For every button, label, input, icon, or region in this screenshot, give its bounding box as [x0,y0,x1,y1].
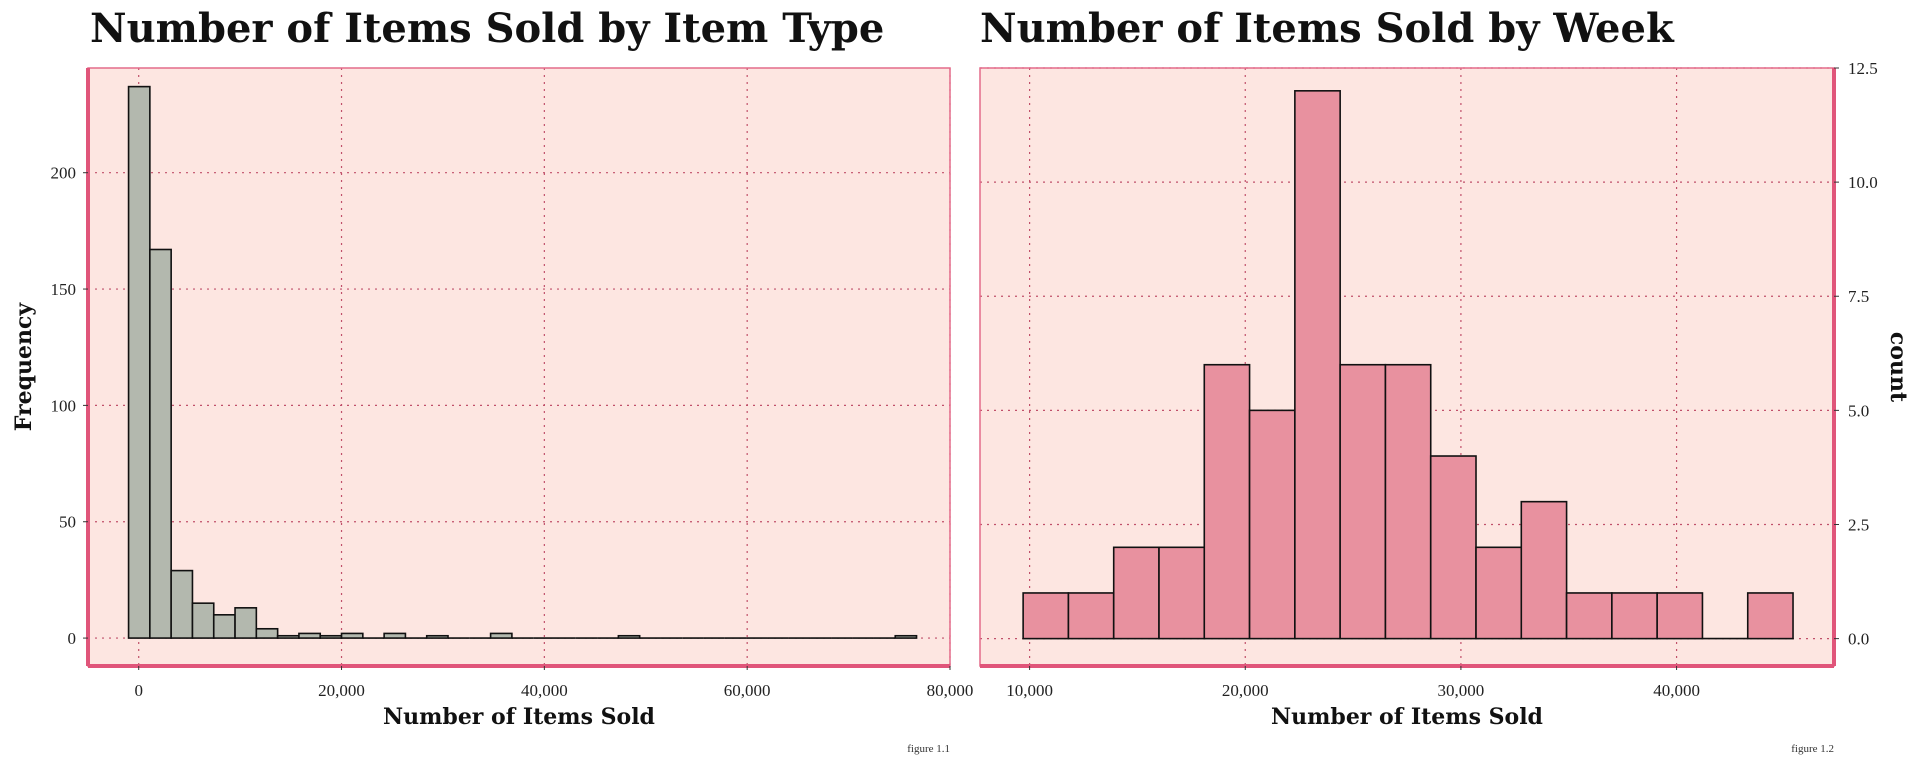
x-tick-label: 20,000 [318,681,365,700]
histogram-bar [1203,363,1251,640]
x-tick-label: 40,000 [1653,681,1700,700]
histogram-bar [276,634,300,639]
histogram-bar [1520,500,1568,640]
histogram-bar [1294,90,1341,640]
x-tick-label: 60,000 [724,681,771,700]
histogram-bar [1067,592,1115,640]
histogram-bar [234,607,258,639]
histogram-items-by-type: Number of Items Sold by Item Type 0 20,00… [11,5,973,755]
histogram-bar [1158,546,1206,640]
chart-title: Number of Items Sold by Week [980,5,1675,52]
histogram-bars [1022,90,1794,640]
figure-caption: figure 1.2 [1791,743,1834,755]
y-tick-label: 12.5 [1848,59,1878,78]
histogram-bar [319,634,343,639]
histogram-bar [1429,455,1477,640]
histogram-bar [1339,363,1387,640]
histogram-bar [617,634,641,639]
histogram-bar [298,632,322,639]
histogram-bar [383,632,407,639]
chart-title: Number of Items Sold by Item Type [90,5,884,52]
histogram-bar [170,569,194,639]
x-axis-title: Number of Items Sold [383,704,655,730]
y-tick-label: 5.0 [1848,401,1869,420]
y-tick-label: 50 [59,513,76,532]
x-tick-labels: 0 20,000 40,000 60,000 80,000 [134,666,973,700]
x-tick-label: 20,000 [1222,681,1269,700]
y-tick-labels: 0.0 2.5 5.0 7.5 10.0 12.5 [1834,59,1878,649]
y-tick-label: 10.0 [1848,173,1878,192]
y-tick-labels: 0 50 100 150 200 [51,164,88,648]
x-tick-label: 10,000 [1006,681,1053,700]
histogram-bar [1565,592,1613,640]
histogram-bar [1746,592,1794,640]
x-tick-label: 0 [134,681,143,700]
histogram-bar [127,85,151,639]
x-tick-label: 30,000 [1438,681,1485,700]
histogram-bar [1656,592,1704,640]
y-tick-label: 100 [51,396,77,415]
y-axis-title: Frequency [11,302,37,432]
histogram-bar [1384,363,1432,640]
histogram-bar [149,248,172,639]
y-tick-label: 200 [51,164,77,183]
histogram-items-by-week: Number of Items Sold by Week 10,000 20,00… [979,5,1911,755]
histogram-bars [127,85,918,639]
y-tick-label: 7.5 [1848,287,1869,306]
x-tick-labels: 10,000 20,000 30,000 40,000 [1006,666,1700,700]
histogram-bar [340,632,364,639]
histogram-bar [894,634,918,639]
histogram-bar [1475,546,1523,640]
plot-background [88,68,950,666]
histogram-bar [1248,409,1296,640]
histogram-bar [1022,592,1070,640]
histogram-bar [1611,592,1658,640]
histogram-bar [255,627,279,639]
y-tick-label: 0 [68,629,77,648]
y-tick-label: 150 [51,280,77,299]
y-axis-title: count [1885,332,1911,403]
histogram-bar [489,632,513,639]
x-axis-title: Number of Items Sold [1271,704,1543,730]
y-tick-label: 2.5 [1848,515,1869,534]
figure-caption: figure 1.1 [907,743,950,755]
x-tick-label: 40,000 [521,681,568,700]
histogram-bar [212,614,236,639]
x-tick-label: 80,000 [927,681,974,700]
y-tick-label: 0.0 [1848,630,1869,649]
histogram-bar [1112,546,1160,640]
histogram-bar [191,602,215,639]
histogram-bar [425,634,449,639]
